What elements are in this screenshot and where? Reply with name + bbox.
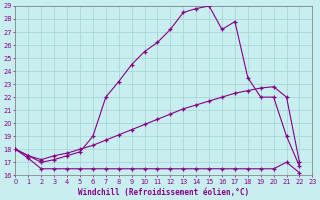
- X-axis label: Windchill (Refroidissement éolien,°C): Windchill (Refroidissement éolien,°C): [78, 188, 250, 197]
